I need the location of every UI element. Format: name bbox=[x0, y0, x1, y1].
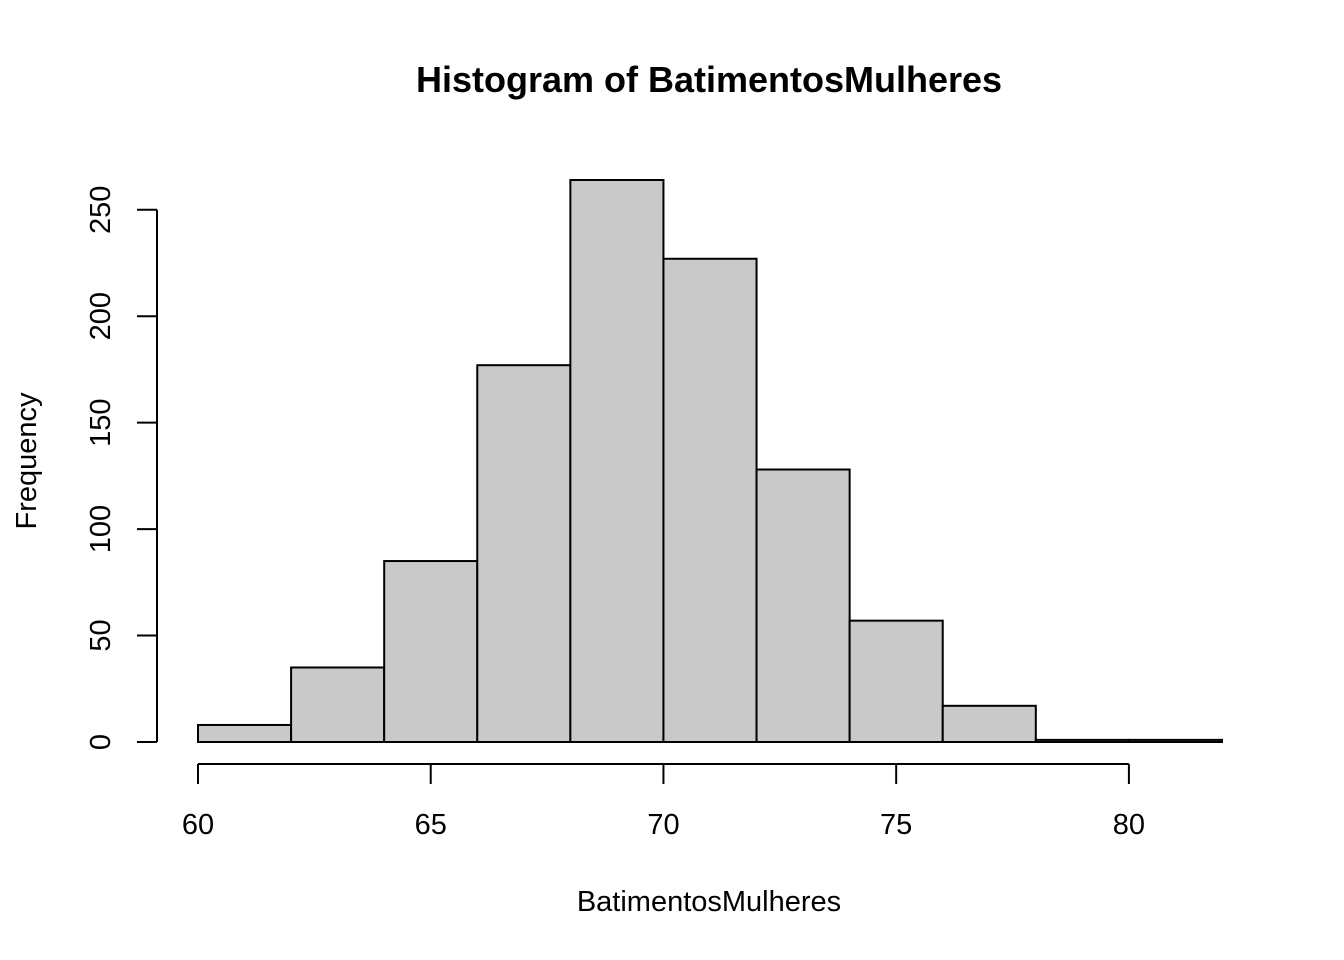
x-tick-label-75: 75 bbox=[880, 809, 912, 841]
y-tick-label-250: 250 bbox=[85, 186, 117, 234]
chart-title: Histogram of BatimentosMulheres bbox=[416, 59, 1002, 100]
x-tick-label-60: 60 bbox=[182, 809, 214, 841]
histogram-bar-76-78 bbox=[941, 704, 1037, 743]
y-tick-label-150: 150 bbox=[85, 398, 117, 446]
histogram-bar-80-82 bbox=[1127, 738, 1223, 744]
histogram-bar-64-66 bbox=[383, 560, 479, 744]
y-axis-label: Frequency bbox=[11, 392, 43, 530]
histogram-bar-66-68 bbox=[476, 364, 572, 743]
histogram-bar-78-80 bbox=[1034, 738, 1130, 744]
histogram-bar-74-76 bbox=[848, 619, 944, 744]
x-tick-label-70: 70 bbox=[647, 809, 679, 841]
x-axis: 60 65 70 75 80 bbox=[182, 763, 1145, 841]
y-tick-label-200: 200 bbox=[85, 292, 117, 340]
bars-group bbox=[197, 179, 1223, 744]
histogram-bar-70-72 bbox=[662, 257, 758, 743]
histogram-bar-60-62 bbox=[197, 723, 293, 744]
y-axis: 0 50 100 150 200 250 bbox=[85, 186, 158, 750]
y-tick-label-100: 100 bbox=[85, 505, 117, 553]
y-tick-label-50: 50 bbox=[85, 619, 117, 651]
x-axis-label: BatimentosMulheres bbox=[577, 886, 841, 918]
y-tick-label-0: 0 bbox=[85, 734, 117, 750]
histogram-bar-68-70 bbox=[569, 179, 665, 743]
histogram-bar-72-74 bbox=[755, 468, 851, 743]
histogram-bar-62-64 bbox=[290, 666, 386, 744]
x-tick-label-65: 65 bbox=[415, 809, 447, 841]
x-tick-label-80: 80 bbox=[1113, 809, 1145, 841]
